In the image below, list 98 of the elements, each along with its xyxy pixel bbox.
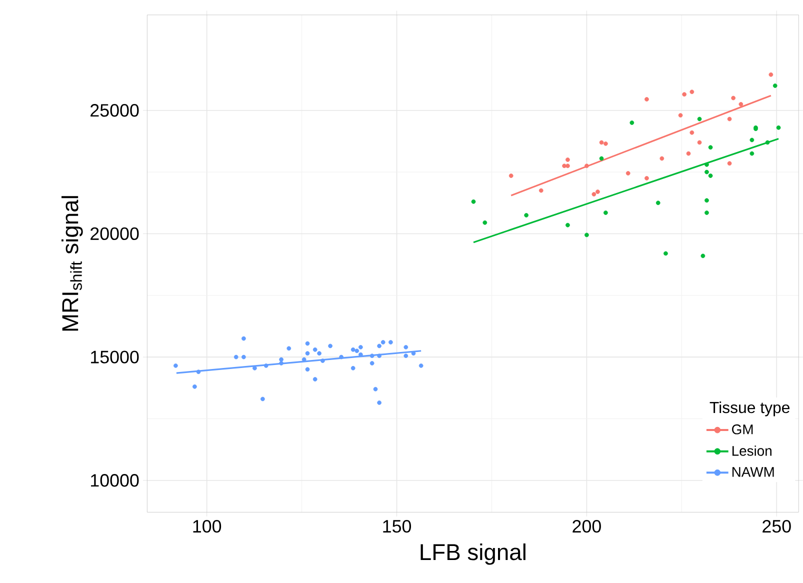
point — [604, 210, 608, 216]
point — [731, 96, 736, 100]
point — [305, 351, 310, 356]
point — [626, 171, 630, 176]
point — [738, 102, 744, 106]
point — [599, 156, 604, 161]
legend-label: NAWM — [732, 467, 774, 477]
point — [354, 348, 360, 354]
x-tick-label: 250 — [762, 520, 791, 533]
y-tick-label: 25000 — [90, 104, 139, 117]
point — [286, 346, 292, 351]
y-axis-title: MRI$_{shift}$ signal — [62, 196, 83, 331]
point — [320, 358, 325, 364]
point — [664, 251, 668, 256]
point — [776, 126, 781, 130]
legend-label: Lesion — [732, 446, 772, 456]
point — [388, 340, 393, 345]
point — [682, 92, 687, 97]
point — [727, 116, 732, 122]
point — [305, 367, 310, 372]
point — [404, 354, 408, 358]
x-axis-title: LFB signal — [420, 544, 526, 565]
point — [508, 174, 514, 178]
point — [686, 151, 691, 156]
point — [418, 364, 424, 368]
point — [697, 116, 702, 122]
point — [538, 188, 544, 193]
point — [750, 151, 754, 156]
point — [377, 400, 382, 405]
point — [328, 344, 332, 348]
point — [566, 222, 570, 228]
point — [700, 254, 706, 258]
point — [708, 145, 713, 150]
point — [339, 354, 344, 360]
point — [644, 176, 649, 180]
point — [252, 366, 257, 370]
point — [584, 232, 589, 238]
point — [584, 164, 589, 168]
legend-title: Tissue type — [710, 402, 790, 416]
point — [312, 377, 318, 382]
point — [404, 345, 408, 350]
x-tick-label: 150 — [383, 520, 412, 533]
point — [566, 158, 570, 162]
point — [482, 220, 488, 225]
point — [241, 354, 246, 360]
point — [524, 213, 528, 218]
y-tick-label: 10000 — [91, 474, 139, 487]
point — [377, 354, 382, 358]
point — [566, 164, 570, 168]
point — [592, 192, 596, 197]
point — [370, 354, 374, 358]
point — [704, 198, 709, 203]
point — [241, 336, 246, 341]
point — [174, 364, 178, 368]
point — [196, 370, 201, 374]
y-tick-label: 20000 — [90, 227, 139, 240]
point — [630, 120, 634, 125]
point — [644, 97, 649, 102]
point — [704, 170, 709, 174]
y-tick-label: 15000 — [91, 350, 139, 364]
point — [279, 361, 284, 366]
point — [727, 161, 732, 166]
point — [350, 348, 356, 352]
point — [350, 366, 356, 370]
point — [317, 351, 322, 356]
point — [192, 384, 197, 389]
point — [471, 200, 476, 204]
point — [765, 140, 770, 145]
point — [656, 200, 660, 206]
point — [377, 344, 382, 348]
point — [234, 354, 238, 360]
point — [373, 387, 378, 392]
point — [697, 140, 702, 145]
point — [264, 364, 268, 368]
point — [596, 190, 600, 194]
point — [690, 90, 694, 94]
point — [704, 210, 709, 216]
point — [750, 138, 754, 142]
x-tick-label: 100 — [193, 520, 222, 533]
point — [690, 130, 694, 135]
x-tick-label: 200 — [572, 520, 601, 533]
point — [358, 345, 363, 350]
point — [678, 113, 683, 118]
point — [708, 174, 713, 178]
point — [660, 156, 664, 161]
legend-label: GM — [732, 424, 753, 434]
point — [312, 348, 318, 352]
point — [604, 142, 608, 146]
point — [704, 162, 709, 167]
point — [768, 72, 774, 77]
point — [772, 84, 778, 88]
point — [370, 361, 374, 366]
point — [305, 341, 310, 346]
point — [380, 340, 386, 345]
point — [279, 357, 284, 362]
point — [260, 396, 265, 402]
point — [599, 140, 604, 145]
point — [562, 164, 566, 168]
